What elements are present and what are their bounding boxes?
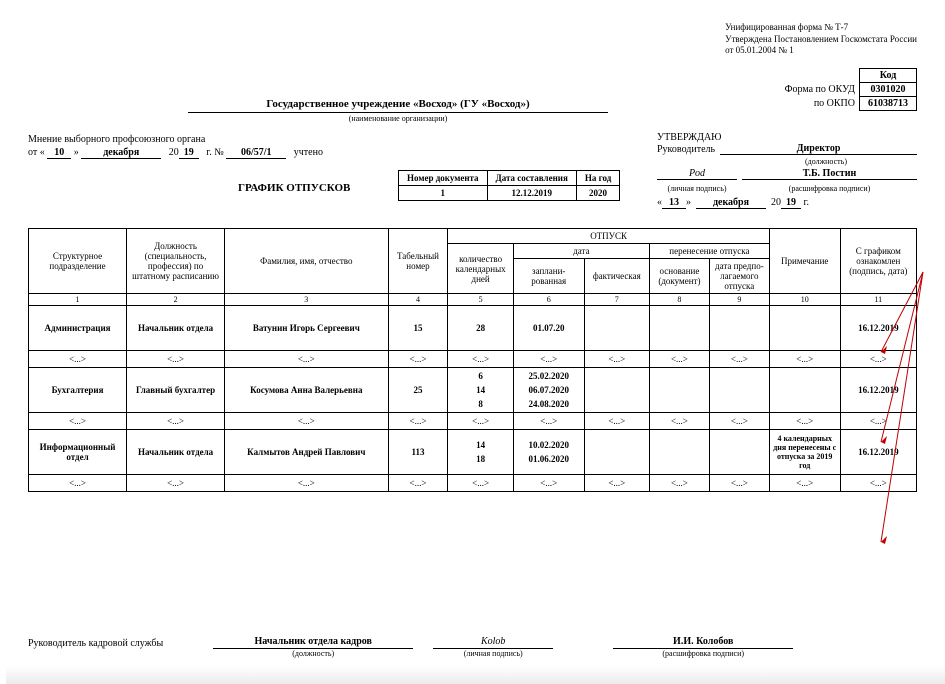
- code-hdr: Код: [860, 69, 917, 83]
- org-sub: (наименование организации): [188, 114, 608, 123]
- okpo-label: по ОКПО: [777, 97, 860, 111]
- document-inner: Унифицированная форма № Т-7 Утверждена П…: [28, 22, 917, 662]
- approve-role: Директор: [720, 143, 917, 155]
- okpo-value: 61038713: [860, 97, 917, 111]
- table-row: Информационный отделНачальник отделаКалм…: [29, 430, 917, 475]
- approve-yprefix: 20: [771, 197, 781, 208]
- docinfo-v3: 2020: [576, 186, 619, 201]
- union-from: от «: [28, 147, 45, 158]
- th-transfer: перенесение отпуска: [649, 244, 769, 259]
- table-row: БухгалтерияГлавный бухгалтерКосумова Анн…: [29, 368, 917, 413]
- approve-name-sub: (расшифровка подписи): [742, 184, 917, 193]
- form-note-l3: от 05.01.2004 № 1: [725, 45, 917, 57]
- th-note: Примечание: [769, 229, 840, 294]
- th-tab: Табельный номер: [388, 229, 448, 294]
- approve-date: «13» декабря 2019 г.: [657, 197, 917, 209]
- approve-block: УТВЕРЖДАЮ Руководитель Директор (должнос…: [657, 132, 917, 209]
- th-vac: ОТПУСК: [448, 229, 769, 244]
- document-page: Унифицированная форма № Т-7 Утверждена П…: [0, 0, 945, 684]
- footer-lbl: Руководитель кадровой службы: [28, 636, 163, 649]
- th-tdate: дата предпо-лагаемого отпуска: [709, 259, 769, 294]
- th-plan: заплани-рованная: [513, 259, 584, 294]
- union-line: от « 10 » декабря 2019 г. № 06/57/1 учте…: [28, 147, 323, 159]
- docinfo-h1: Номер документа: [399, 171, 488, 186]
- th-basis: основание (документ): [649, 259, 709, 294]
- footer-name-sub: (расшифровка подписи): [613, 649, 793, 658]
- union-gn: г. №: [206, 147, 224, 158]
- table-row: АдминистрацияНачальник отделаВатунин Иго…: [29, 306, 917, 351]
- union-yy: 19: [179, 147, 199, 159]
- form-note-l2: Утверждена Постановлением Госкомстата Ро…: [725, 34, 917, 46]
- union-suffix: учтено: [294, 147, 323, 158]
- doc-title: ГРАФИК ОТПУСКОВ: [238, 182, 350, 194]
- footer-sig-sub: (личная подпись): [433, 649, 553, 658]
- docinfo-table: Номер документаДата составленияНа год 11…: [398, 170, 620, 201]
- th-fact: фактическая: [584, 259, 649, 294]
- union-mid: »: [74, 147, 79, 158]
- th-pos: Должность (специальность, профессия) по …: [127, 229, 225, 294]
- ellipsis-row: <...><...><...><...><...><...><...><...>…: [29, 351, 917, 368]
- union-prefix: Мнение выборного профсоюзного органа: [28, 134, 323, 145]
- footer: Руководитель кадровой службы Начальник о…: [28, 636, 917, 658]
- form-note: Унифицированная форма № Т-7 Утверждена П…: [725, 22, 917, 57]
- approve-day: 13: [662, 197, 686, 209]
- docinfo-v1: 1: [399, 186, 488, 201]
- col-numbers: 1234567891011: [29, 294, 917, 306]
- page-shadow: [6, 666, 945, 684]
- schedule-table: Структурное подразделение Должность (спе…: [28, 228, 917, 492]
- docinfo-h3: На год: [576, 171, 619, 186]
- ellipsis-row: <...><...><...><...><...><...><...><...>…: [29, 475, 917, 492]
- approve-month: декабря: [696, 197, 766, 209]
- approve-sig-sub: (личная подпись): [657, 184, 737, 193]
- ellipsis-row: <...><...><...><...><...><...><...><...>…: [29, 413, 917, 430]
- okud-value: 0301020: [860, 83, 917, 97]
- th-sign: С графиком ознакомлен (подпись, дата): [840, 229, 916, 294]
- footer-sig: Kolob: [433, 636, 553, 649]
- union-yprefix: 20: [169, 147, 179, 158]
- org-name: Государственное учреждение «Восход» (ГУ …: [188, 98, 608, 113]
- th-fio: Фамилия, имя, отчество: [225, 229, 388, 294]
- approve-name: Т.Б. Постин: [742, 168, 917, 180]
- approve-hdr: УТВЕРЖДАЮ: [657, 132, 917, 143]
- union-day: 10: [47, 147, 71, 159]
- approve-signature: Pod: [657, 168, 737, 180]
- footer-name: И.И. Колобов: [613, 636, 793, 649]
- footer-pos: Начальник отдела кадров: [213, 636, 413, 649]
- code-block: Код Форма по ОКУД0301020 по ОКПО61038713: [777, 68, 917, 111]
- footer-pos-sub: (должность): [213, 649, 413, 658]
- form-note-l1: Унифицированная форма № Т-7: [725, 22, 917, 34]
- union-month: декабря: [81, 147, 161, 159]
- th-dept: Структурное подразделение: [29, 229, 127, 294]
- approve-role-lbl: Руководитель: [657, 144, 715, 155]
- approve-role-sub: (должность): [735, 157, 917, 166]
- union-block: Мнение выборного профсоюзного органа от …: [28, 134, 323, 159]
- th-date: дата: [513, 244, 649, 259]
- approve-yy: 19: [781, 197, 801, 209]
- union-no: 06/57/1: [226, 147, 286, 159]
- okud-label: Форма по ОКУД: [777, 83, 860, 97]
- docinfo-h2: Дата составления: [487, 171, 576, 186]
- th-days: количество календарных дней: [448, 244, 513, 294]
- org-block: Государственное учреждение «Восход» (ГУ …: [188, 98, 608, 123]
- docinfo-v2: 12.12.2019: [487, 186, 576, 201]
